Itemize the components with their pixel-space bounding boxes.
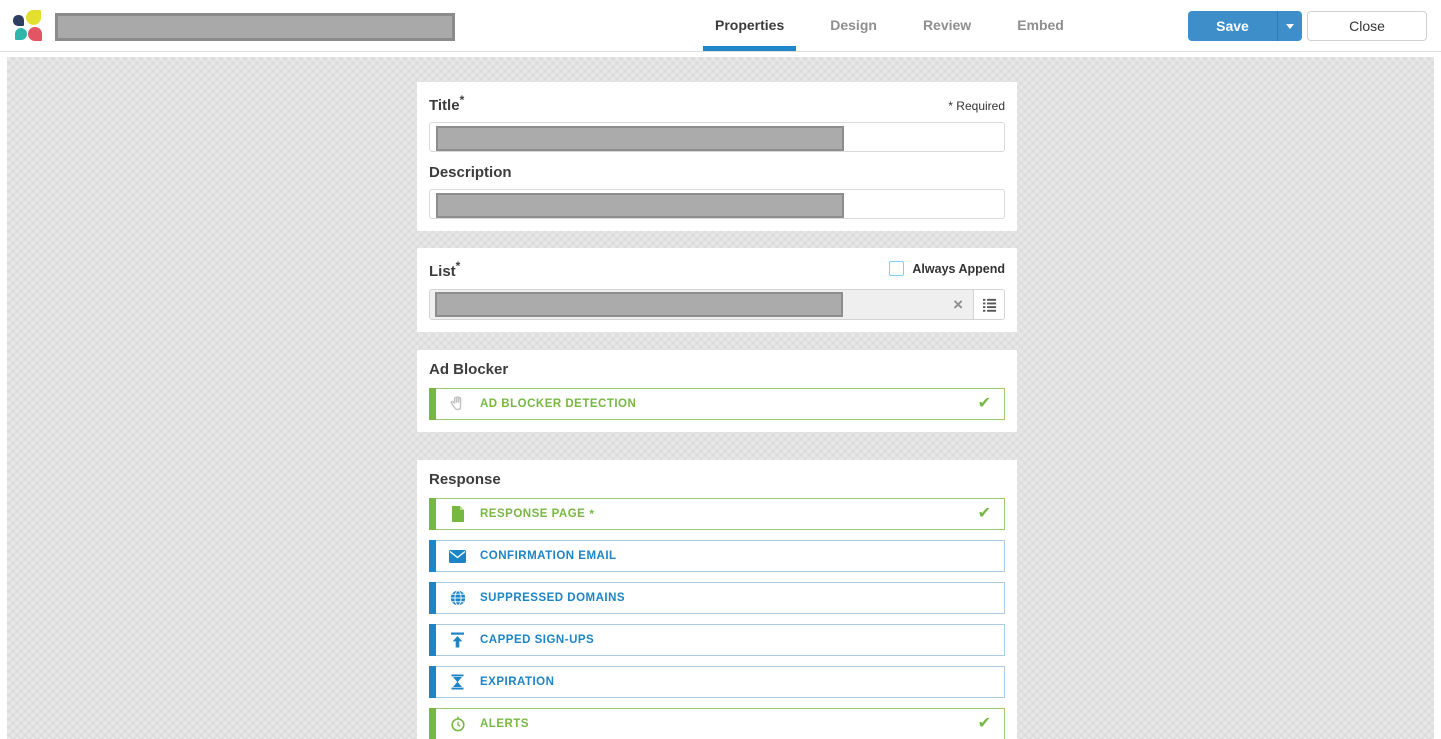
list-select-input[interactable]: × xyxy=(429,289,1005,320)
row-status-bar xyxy=(429,624,436,656)
always-append-group: Always Append xyxy=(889,261,1005,276)
list-card: List* Always Append × xyxy=(417,248,1017,332)
checkered-canvas: Title* * Required Description List* A xyxy=(7,57,1434,739)
required-note: * Required xyxy=(948,99,1005,113)
content-area: Title* * Required Description List* A xyxy=(0,52,1441,739)
title-input[interactable] xyxy=(429,122,1005,152)
tab-review[interactable]: Review xyxy=(911,0,983,51)
tab-embed-label: Embed xyxy=(1017,17,1064,33)
title-label: Title* xyxy=(429,93,465,114)
active-tab-underline xyxy=(703,46,797,51)
description-value-redacted xyxy=(436,193,844,218)
response-card: Response RESPONSE PAGE * ✔ xyxy=(417,460,1017,739)
envelope-icon xyxy=(449,548,466,565)
tab-bar: Properties Design Review Embed xyxy=(703,0,1098,51)
check-icon: ✔ xyxy=(977,395,991,412)
row-required-asterisk: * xyxy=(589,507,595,521)
ad-blocker-detection-row[interactable]: AD BLOCKER DETECTION ✔ xyxy=(429,388,1005,420)
alerts-row[interactable]: ALERTS ✔ xyxy=(429,708,1005,739)
response-heading: Response xyxy=(429,471,501,488)
description-input[interactable] xyxy=(429,189,1005,219)
row-label: RESPONSE PAGE xyxy=(480,508,586,520)
close-button[interactable]: Close xyxy=(1307,11,1427,41)
capped-signups-row[interactable]: CAPPED SIGN-UPS xyxy=(429,624,1005,656)
row-label: EXPIRATION xyxy=(480,676,555,688)
title-required-asterisk: * xyxy=(459,93,465,107)
row-label: CONFIRMATION EMAIL xyxy=(480,550,617,562)
save-button[interactable]: Save xyxy=(1188,11,1277,41)
form-title-redacted xyxy=(55,13,455,41)
arrow-up-to-line-icon xyxy=(449,632,466,649)
save-dropdown-button[interactable] xyxy=(1277,11,1302,41)
row-status-bar xyxy=(429,582,436,614)
hourglass-icon xyxy=(449,674,466,691)
confirmation-email-row[interactable]: CONFIRMATION EMAIL xyxy=(429,540,1005,572)
list-selected-value[interactable]: × xyxy=(430,290,973,319)
list-value-redacted xyxy=(435,292,843,317)
check-icon: ✔ xyxy=(977,505,991,522)
list-label: List* xyxy=(429,259,461,280)
row-status-bar xyxy=(429,666,436,698)
description-label: Description xyxy=(429,164,512,181)
always-append-label: Always Append xyxy=(912,261,1005,276)
list-picker-button[interactable] xyxy=(973,290,1004,319)
file-icon xyxy=(449,506,466,523)
row-label: AD BLOCKER DETECTION xyxy=(480,398,637,410)
row-status-bar xyxy=(429,498,436,530)
row-label: CAPPED SIGN-UPS xyxy=(480,634,595,646)
top-bar: Properties Design Review Embed Save Clos… xyxy=(0,0,1441,52)
app-logo-icon xyxy=(12,9,44,43)
expiration-row[interactable]: EXPIRATION xyxy=(429,666,1005,698)
hand-icon xyxy=(449,396,466,413)
tab-properties-label: Properties xyxy=(715,17,785,33)
row-label: ALERTS xyxy=(480,718,529,730)
chevron-down-icon xyxy=(1286,23,1294,29)
ad-blocker-heading: Ad Blocker xyxy=(429,361,509,378)
response-page-row[interactable]: RESPONSE PAGE * ✔ xyxy=(429,498,1005,530)
globe-icon xyxy=(449,590,466,607)
tab-review-label: Review xyxy=(922,17,972,33)
ad-blocker-card: Ad Blocker AD BLOCKER DETECTION ✔ xyxy=(417,350,1017,432)
row-status-bar xyxy=(429,388,436,420)
tab-embed[interactable]: Embed xyxy=(1005,0,1076,51)
list-required-asterisk: * xyxy=(455,259,461,273)
always-append-checkbox[interactable] xyxy=(889,261,905,276)
title-value-redacted xyxy=(436,126,844,151)
save-split-button: Save xyxy=(1188,11,1302,41)
properties-card: Title* * Required Description xyxy=(417,82,1017,231)
tab-design-label: Design xyxy=(830,17,877,33)
clear-icon[interactable]: × xyxy=(953,295,963,314)
clock-icon xyxy=(449,716,466,733)
row-status-bar xyxy=(429,540,436,572)
suppressed-domains-row[interactable]: SUPPRESSED DOMAINS xyxy=(429,582,1005,614)
tab-design[interactable]: Design xyxy=(818,0,889,51)
list-icon xyxy=(982,298,996,312)
tab-properties[interactable]: Properties xyxy=(703,0,797,51)
row-status-bar xyxy=(429,708,436,739)
row-label: SUPPRESSED DOMAINS xyxy=(480,592,626,604)
check-icon: ✔ xyxy=(977,715,991,732)
